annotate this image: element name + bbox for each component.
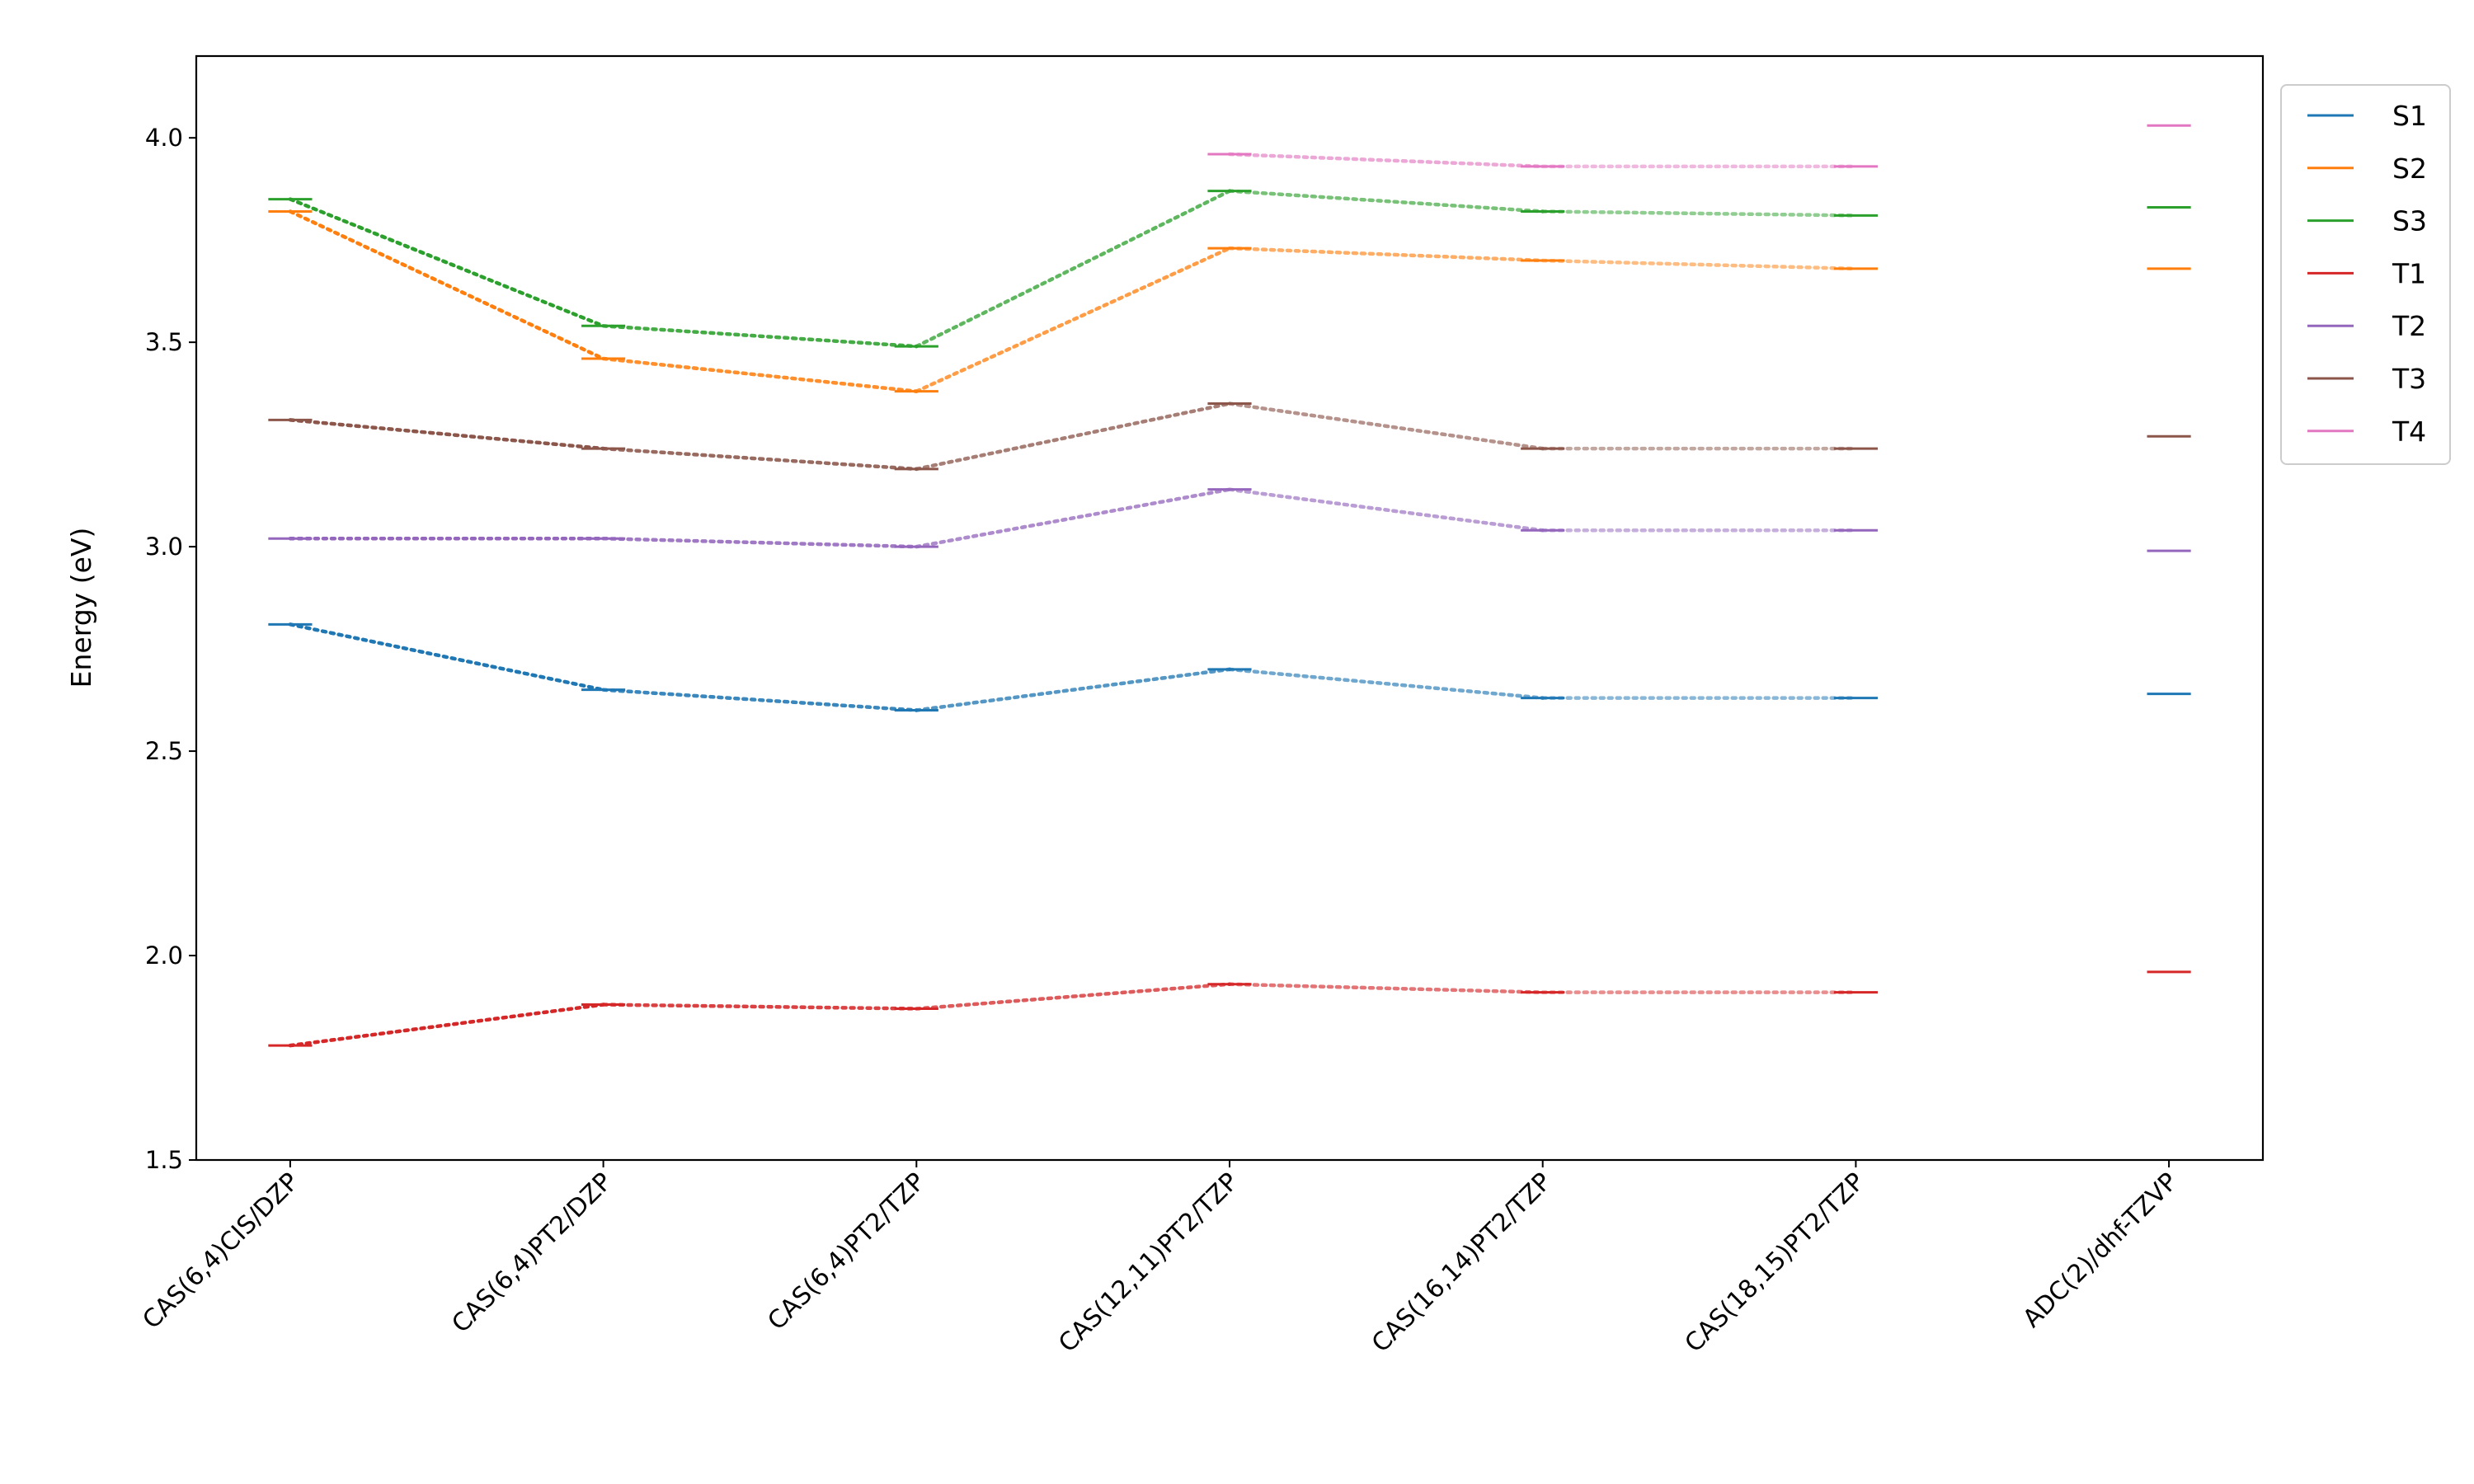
x-tick-label: CAS(6,4)PT2/DZP bbox=[446, 1167, 618, 1339]
connector-T2 bbox=[915, 487, 1232, 549]
x-tick-label: CAS(6,4)CIS/DZP bbox=[137, 1167, 304, 1335]
connector-T2 bbox=[1227, 487, 1545, 533]
legend-label-S2: S2 bbox=[2392, 153, 2427, 185]
connector-T1 bbox=[288, 1003, 605, 1048]
y-tick-label: 2.0 bbox=[145, 942, 183, 970]
axes: 1.5 2.0 2.5 3.0 3.5 4.0 CAS(6,4)CIS/DZP CAS(6,4… bbox=[137, 54, 2265, 1359]
series-T1 bbox=[268, 970, 2191, 1048]
legend-label-T2: T2 bbox=[2392, 310, 2426, 342]
connector-T3 bbox=[601, 446, 919, 472]
connector-T3 bbox=[288, 418, 605, 451]
legend-label-T3: T3 bbox=[2392, 363, 2426, 395]
connector-T1 bbox=[915, 982, 1232, 1011]
connector-S1 bbox=[288, 622, 605, 692]
connector-S2 bbox=[915, 246, 1232, 393]
legend-box bbox=[2280, 84, 2451, 465]
legend: S1 S2 S3 T1 T2 T3 T4 bbox=[2280, 84, 2451, 465]
y-tick-label: 4.0 bbox=[145, 124, 183, 152]
connector-S3 bbox=[601, 324, 919, 349]
x-tick-label: ADC(2)/dhf-TZVP bbox=[2017, 1167, 2183, 1333]
series-S1 bbox=[268, 622, 2191, 712]
y-tick-label: 2.5 bbox=[145, 737, 183, 765]
connector-S2 bbox=[601, 356, 919, 393]
connector-S3 bbox=[1540, 209, 1858, 218]
plot-area bbox=[268, 124, 2191, 1048]
legend-label-T1: T1 bbox=[2392, 257, 2426, 289]
connector-S1 bbox=[915, 667, 1232, 712]
connector-S3 bbox=[915, 189, 1232, 349]
connector-S1 bbox=[1227, 667, 1545, 700]
series-T4 bbox=[1207, 124, 2191, 169]
x-tick-label: CAS(18,15)PT2/TZP bbox=[1680, 1167, 1871, 1359]
connector-T1 bbox=[1227, 982, 1545, 994]
connector-T1 bbox=[601, 1003, 919, 1011]
series-S2 bbox=[268, 209, 2191, 393]
connector-S3 bbox=[288, 197, 605, 328]
legend-label-S1: S1 bbox=[2392, 100, 2427, 132]
x-tick-label: CAS(12,11)PT2/TZP bbox=[1053, 1167, 1244, 1359]
connector-T3 bbox=[1227, 402, 1545, 451]
connector-T3 bbox=[915, 402, 1232, 472]
series-S3 bbox=[268, 189, 2191, 349]
x-tick-label: CAS(6,4)PT2/TZP bbox=[762, 1167, 931, 1336]
connector-S1 bbox=[601, 688, 919, 712]
connector-T4 bbox=[1227, 152, 1545, 169]
series-T3 bbox=[268, 402, 2191, 472]
y-tick-label: 1.5 bbox=[145, 1146, 183, 1174]
series-T2 bbox=[268, 487, 2191, 552]
legend-label-T4: T4 bbox=[2392, 416, 2426, 448]
connector-S2 bbox=[288, 209, 605, 361]
connector-S2 bbox=[1227, 246, 1545, 263]
y-axis-label: Energy (eV) bbox=[65, 528, 97, 688]
connector-S3 bbox=[1227, 189, 1545, 214]
legend-label-S3: S3 bbox=[2392, 205, 2427, 237]
axes-frame bbox=[195, 54, 2265, 1162]
x-tick-label: CAS(16,14)PT2/TZP bbox=[1366, 1167, 1558, 1359]
connector-S2 bbox=[1540, 258, 1858, 271]
y-tick-label: 3.5 bbox=[145, 328, 183, 356]
y-tick-label: 3.0 bbox=[145, 533, 183, 561]
connector-T2 bbox=[601, 536, 919, 549]
